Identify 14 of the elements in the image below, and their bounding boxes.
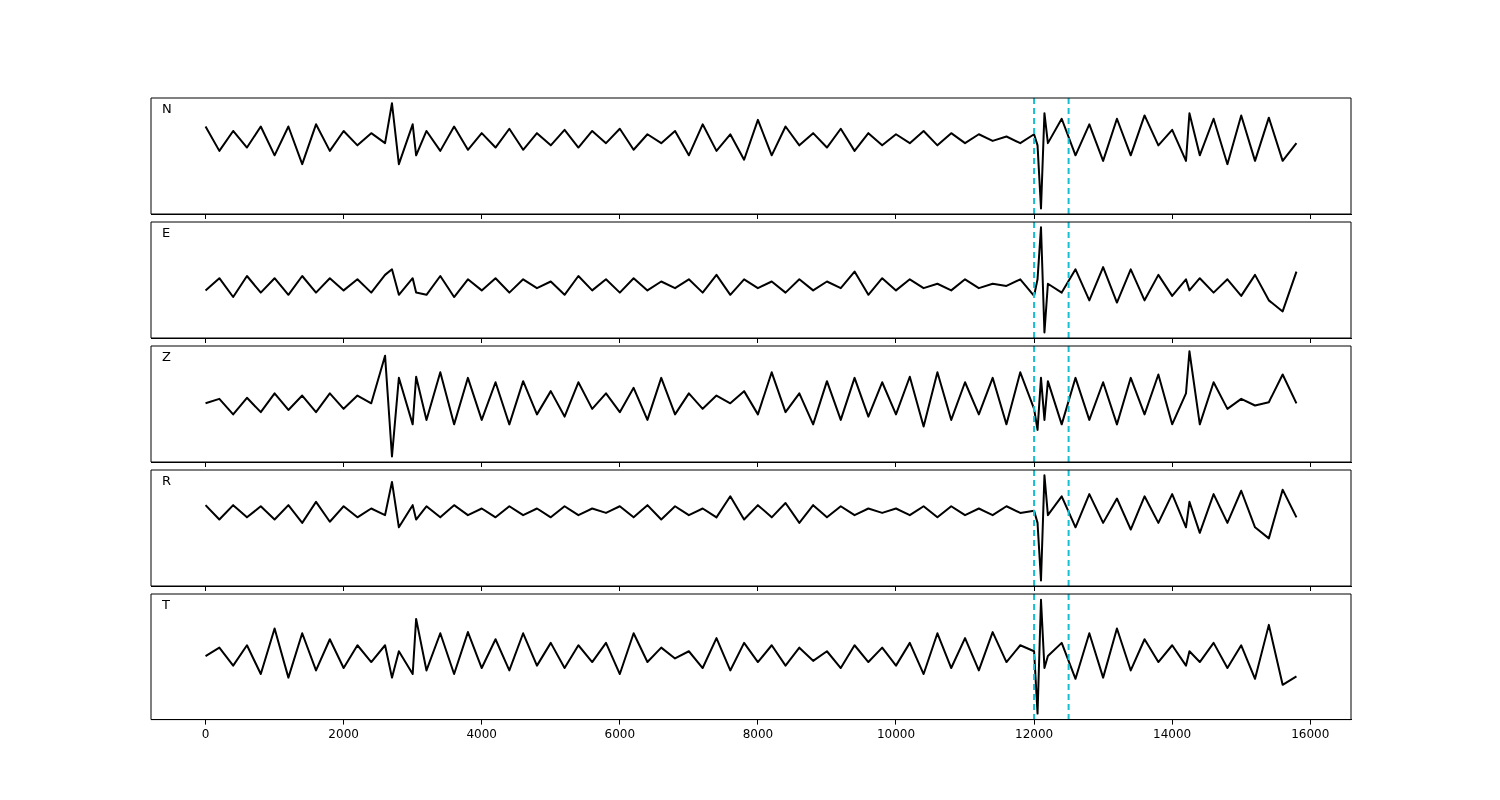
x-tick-label: 10000 [876, 726, 916, 741]
x-tick-label: 16000 [1291, 726, 1330, 741]
text: N [162, 100, 172, 116]
text: E [162, 224, 171, 240]
text: R [162, 472, 172, 488]
x-tick-label: 8000 [742, 726, 774, 741]
text: T [161, 596, 170, 612]
x-tick-label: 6000 [604, 726, 636, 741]
x-tick-label: 2000 [328, 726, 359, 741]
x-tick-label: 0 [201, 726, 210, 741]
x-tick-label: 14000 [1153, 726, 1192, 741]
x-tick-label: 12000 [1014, 726, 1054, 741]
text: Z [162, 348, 171, 364]
x-tick-label: 4000 [466, 726, 497, 741]
